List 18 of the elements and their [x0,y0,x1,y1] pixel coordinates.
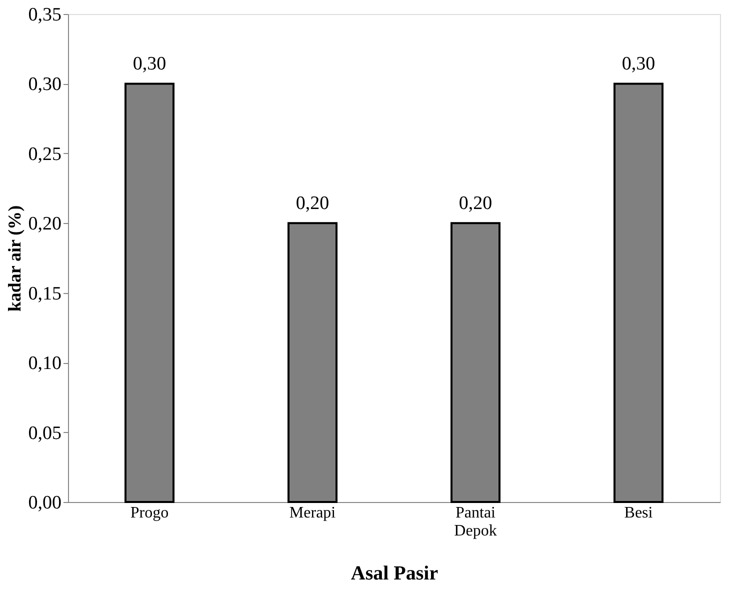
data-label: 0,20 [458,193,492,214]
x-tick-label: Pantai Depok [454,504,497,540]
y-tick-label: 0,15 [28,283,62,304]
x-tick-label: Merapi [289,504,336,522]
x-tick-label: Besi [624,504,654,522]
y-tick-label: 0,00 [28,492,62,514]
data-label: 0,30 [622,54,656,75]
y-tick-label: 0,30 [28,74,62,96]
data-label: 0,20 [296,193,330,214]
y-tick-label: 0,20 [28,214,62,235]
y-tick-label: 0,10 [28,353,62,374]
y-tick-label: 0,25 [28,144,62,165]
x-axis-title: Asal Pasir [350,562,438,584]
data-label: 0,30 [132,54,166,75]
y-tick-label: 0,05 [28,422,62,444]
x-tick-label: Progo [130,504,169,522]
y-tick-label: 0,35 [28,4,62,26]
y-axis-title: kadar air (%) [4,205,24,312]
